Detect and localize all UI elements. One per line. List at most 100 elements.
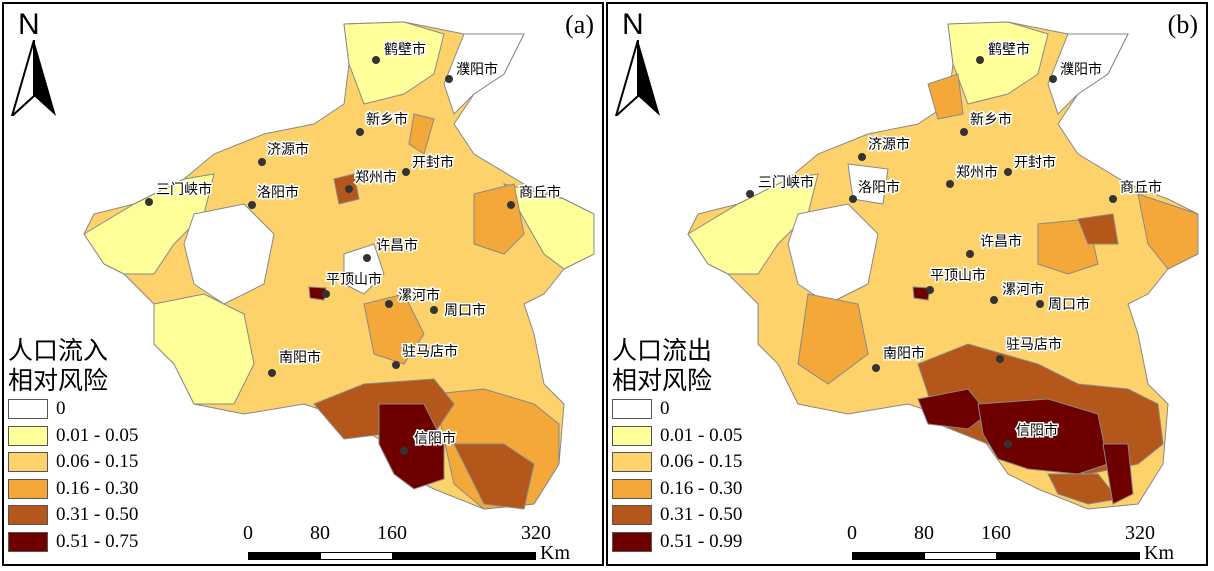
region-orange-4 [797,293,869,385]
legend-title-line1: 人口流入 [8,336,109,365]
city-label: 信阳市 [414,430,456,447]
city-label: 洛阳市 [858,179,900,196]
region-darkred-1 [917,388,989,430]
scale-unit: Km [540,542,570,564]
city-label: 三门峡市 [156,181,212,198]
scale-unit: Km [1144,542,1174,564]
region-north [947,21,1049,105]
legend-item: 0.16 - 0.30 [8,476,178,503]
north-label: N [622,8,644,41]
legend-item: 0.31 - 0.50 [8,502,178,529]
city-label: 商丘市 [519,184,561,201]
region-brown-2 [453,443,535,510]
north-arrow: N [614,8,662,118]
region-orange-3 [927,73,964,120]
legend-item: 0.31 - 0.50 [612,502,782,529]
city-label: 新乡市 [366,111,408,128]
region-darkred-2 [308,286,327,301]
legend: 人口流出 相对风险 0 0.01 - 0.05 0.06 - 0.15 0.16… [612,336,782,555]
region-east [1137,193,1199,270]
region-east [502,183,595,270]
north-label: N [18,8,40,41]
region-north [343,21,445,105]
city-label: 漯河市 [398,287,440,304]
legend-item: 0.01 - 0.05 [612,423,782,450]
region-darkred-1 [378,403,445,490]
city-label: 济源市 [868,136,910,153]
region-brown-0 [1077,213,1119,245]
legend-item: 0.06 - 0.15 [8,449,178,476]
city-markers: 鹤壁市 濮阳市 新乡市 济源市 郑州市 开封市 三门峡市 洛阳市 商丘市 许昌市… [145,40,563,455]
region-west-white [787,203,879,305]
scale-bar: 0 80 160 320 Km [243,522,594,564]
city-label: 鹤壁市 [384,41,426,58]
scale-tick: 0 [243,522,253,544]
scale-bar: 0 80 160 320 Km [847,522,1198,564]
region-center-white [343,243,385,295]
city-label: 漯河市 [1002,281,1044,298]
north-arrow-icon [10,40,56,116]
region-northeast [443,33,525,115]
city-label: 濮阳市 [456,61,498,78]
city-markers: 鹤壁市 濮阳市 新乡市 济源市 郑州市 开封市 三门峡市 洛阳市 商丘市 许昌市… [746,40,1164,448]
region-darkred-2 [977,398,1109,475]
map-canvas: 鹤壁市 濮阳市 新乡市 济源市 郑州市 开封市 三门峡市 洛阳市 商丘市 许昌市… [687,21,1199,510]
legend-item: 0 [612,396,782,423]
panel-label: (b) [1167,10,1198,39]
province-regions [83,21,595,510]
scale-tick: 160 [981,522,1011,544]
region-orange-3 [408,113,435,155]
city-label: 平顶山市 [326,271,382,288]
map-panel-b: 鹤壁市 濮阳市 新乡市 济源市 郑州市 开封市 三门峡市 洛阳市 商丘市 许昌市… [606,2,1208,566]
legend-title-line1: 人口流出 [612,336,713,365]
region-brown-2 [1047,473,1119,505]
north-arrow: N [10,8,58,118]
panel-label: (a) [565,10,594,39]
city-label: 驻马店市 [1006,336,1062,353]
region-west-south [153,293,255,405]
city-label: 新乡市 [970,111,1012,128]
city-label: 驻马店市 [402,343,458,360]
city-label: 开封市 [412,154,454,171]
city-label: 信阳市 [1016,422,1058,439]
city-label: 鹤壁市 [988,41,1030,58]
legend-item: 0 [8,396,178,423]
legend-item: 0.01 - 0.05 [8,423,178,450]
scale-tick: 320 [521,522,551,544]
legend-item: 0.06 - 0.15 [612,449,782,476]
scale-tick: 0 [847,522,857,544]
scale-tick: 80 [310,522,330,544]
scale-tick: 80 [914,522,934,544]
city-label: 濮阳市 [1060,61,1102,78]
city-label: 郑州市 [956,164,998,181]
city-label: 洛阳市 [257,184,299,201]
region-darkred-3 [1102,443,1134,505]
city-label: 南阳市 [883,345,925,362]
map-panel-a: 鹤壁市 濮阳市 新乡市 济源市 郑州市 开封市 三门峡市 洛阳市 商丘市 许昌市… [2,2,604,566]
legend-item: 0.16 - 0.30 [612,476,782,503]
legend-item: 0.51 - 0.75 [8,529,178,556]
legend-title-line2: 相对风险 [612,366,713,395]
scale-tick: 320 [1125,522,1155,544]
city-label: 济源市 [267,141,309,158]
city-label: 周口市 [444,302,486,319]
legend: 人口流入 相对风险 0 0.01 - 0.05 0.06 - 0.15 0.16… [8,336,178,555]
scale-tick: 160 [377,522,407,544]
city-label: 平顶山市 [930,267,986,284]
province-regions [687,21,1199,510]
legend-item: 0.51 - 0.99 [612,529,782,556]
city-label: 许昌市 [980,233,1022,250]
legend-title-line2: 相对风险 [8,366,109,395]
city-label: 郑州市 [355,169,397,186]
city-label: 许昌市 [376,237,418,254]
city-label: 周口市 [1048,296,1090,313]
map-canvas: 鹤壁市 濮阳市 新乡市 济源市 郑州市 开封市 三门峡市 洛阳市 商丘市 许昌市… [83,21,595,510]
city-label: 三门峡市 [758,174,814,191]
city-label: 商丘市 [1120,179,1162,196]
region-orange-2 [363,293,425,365]
region-darkred-4 [912,286,931,301]
city-label: 南阳市 [279,349,321,366]
city-label: 开封市 [1014,154,1056,171]
region-center-white [847,163,889,205]
north-arrow-icon [614,40,660,116]
